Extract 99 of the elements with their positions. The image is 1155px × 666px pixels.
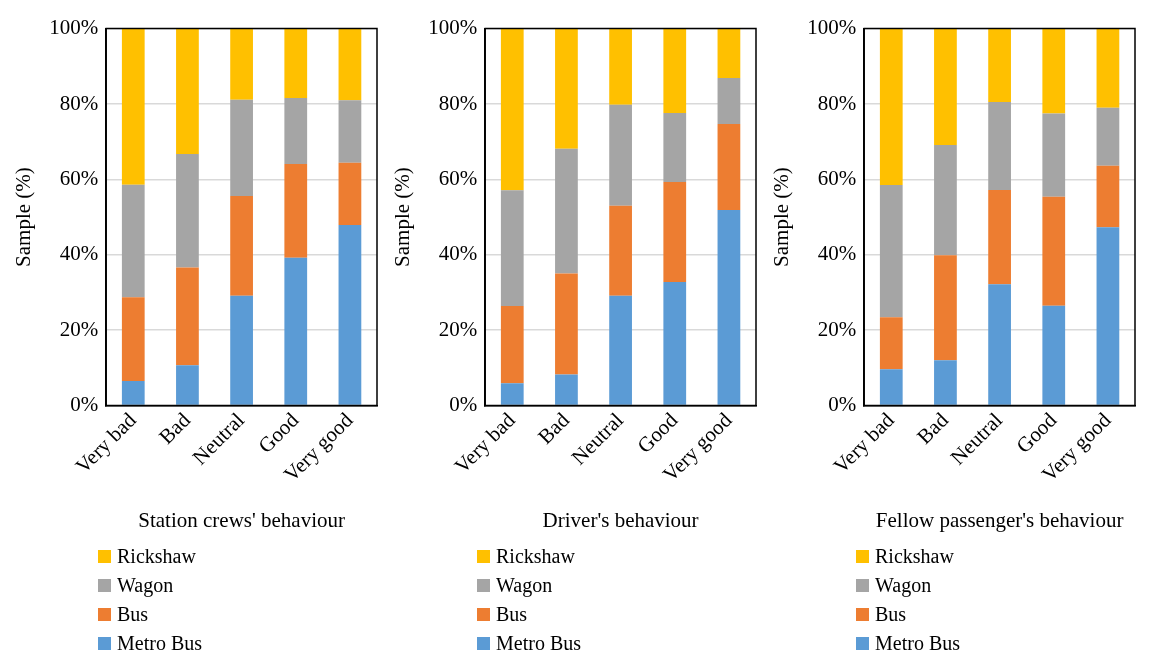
bar — [176, 154, 199, 268]
bar — [284, 257, 308, 405]
bar — [1096, 165, 1120, 228]
bar — [1042, 196, 1066, 306]
bar — [284, 97, 308, 164]
x-axis-title: Fellow passenger's behaviour — [875, 507, 1124, 532]
bar — [338, 224, 362, 405]
bar — [717, 28, 741, 78]
bar — [230, 195, 253, 296]
bar — [988, 28, 1011, 103]
y-tick-label: 20% — [438, 316, 478, 341]
legend-label: Metro Bus — [875, 632, 960, 655]
bar — [663, 28, 687, 114]
x-tick-label: Bad — [911, 407, 954, 449]
y-tick-label: 100% — [807, 15, 857, 40]
bar — [988, 284, 1011, 405]
y-axis-title: Sample (%) — [390, 167, 415, 267]
bar — [879, 369, 903, 405]
bar — [500, 28, 524, 191]
y-tick-label: 60% — [438, 165, 478, 190]
y-tick-label: 100% — [428, 15, 478, 40]
bar — [555, 28, 578, 149]
bar — [1096, 107, 1120, 166]
bar — [230, 28, 253, 100]
bar — [988, 102, 1011, 190]
bar — [609, 28, 632, 105]
legend-label: Rickshaw — [875, 545, 954, 568]
bar — [555, 273, 578, 375]
y-tick-label: 60% — [59, 165, 99, 190]
bar — [934, 28, 957, 146]
x-tick-label: Bad — [532, 407, 575, 449]
bar — [717, 77, 741, 124]
bar — [500, 306, 524, 384]
bar — [176, 28, 199, 155]
bar — [555, 148, 578, 274]
bar — [988, 189, 1011, 285]
legend-label: Bus — [875, 603, 907, 626]
bar — [663, 281, 687, 405]
legend-label: Rickshaw — [496, 545, 575, 568]
bar — [176, 365, 199, 405]
bar — [1042, 113, 1066, 197]
bar — [879, 317, 903, 370]
bar — [338, 100, 362, 163]
legend-label: Wagon — [875, 574, 932, 597]
legend-label: Wagon — [496, 574, 553, 597]
bar — [934, 255, 957, 361]
bar — [284, 163, 308, 258]
bar — [500, 190, 524, 307]
bar — [176, 267, 199, 366]
y-tick-label: 80% — [438, 90, 478, 115]
bar — [609, 205, 632, 296]
bar — [230, 295, 253, 405]
bar — [879, 185, 903, 318]
y-tick-label: 20% — [817, 316, 857, 341]
legend-label: Bus — [496, 603, 528, 626]
y-tick-label: 80% — [817, 90, 857, 115]
y-tick-label: 60% — [817, 165, 857, 190]
bar — [338, 162, 362, 225]
x-axis-title: Driver's behaviour — [542, 507, 699, 532]
y-axis-title: Sample (%) — [769, 167, 794, 267]
bar — [1042, 28, 1066, 114]
y-tick-label: 0% — [70, 392, 99, 417]
bar — [121, 297, 145, 382]
bar — [1096, 28, 1120, 108]
bar — [609, 104, 632, 206]
bar — [717, 209, 741, 405]
y-tick-label: 0% — [828, 392, 857, 417]
bar — [284, 28, 308, 98]
bar — [121, 28, 145, 185]
legend-label: Bus — [117, 603, 149, 626]
bar — [555, 374, 578, 405]
bar — [500, 383, 524, 405]
bar — [663, 113, 687, 183]
y-tick-label: 40% — [438, 241, 478, 266]
bar — [934, 145, 957, 256]
y-tick-label: 40% — [59, 241, 99, 266]
x-tick-label: Bad — [153, 407, 196, 449]
bar — [1042, 305, 1066, 405]
bar — [879, 28, 903, 186]
y-tick-label: 40% — [817, 241, 857, 266]
legend-label: Wagon — [117, 574, 174, 597]
bar — [934, 360, 957, 405]
legend-label: Metro Bus — [117, 632, 202, 655]
bar — [1096, 227, 1120, 405]
bar — [717, 123, 741, 210]
bar — [121, 184, 145, 298]
legend-label: Rickshaw — [117, 545, 196, 568]
y-tick-label: 100% — [49, 15, 99, 40]
legend-label: Metro Bus — [496, 632, 581, 655]
bar — [609, 295, 632, 405]
y-tick-label: 80% — [59, 90, 99, 115]
y-tick-label: 20% — [59, 316, 99, 341]
bar — [338, 28, 362, 101]
bar — [230, 99, 253, 196]
bar — [663, 182, 687, 282]
y-axis-title: Sample (%) — [11, 167, 36, 267]
bar — [121, 381, 145, 405]
x-axis-title: Station crews' behaviour — [138, 507, 345, 532]
y-tick-label: 0% — [449, 392, 478, 417]
